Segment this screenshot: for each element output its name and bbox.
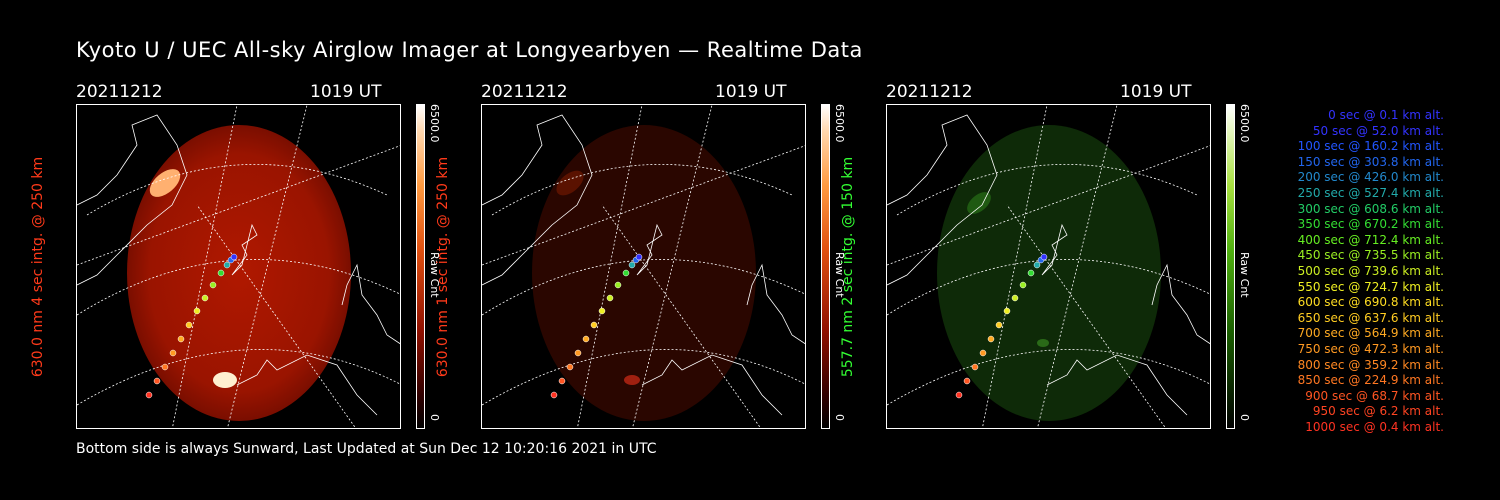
trajectory-dots (145, 253, 238, 399)
allsky-map-1 (77, 105, 400, 428)
aurora-patch (213, 372, 237, 388)
aurora-patch (1037, 339, 1049, 347)
allsky-map-2 (482, 105, 805, 428)
colorbar (1226, 104, 1235, 429)
legend-entry: 300 sec @ 608.6 km alt. (1297, 201, 1444, 216)
allsky-image (76, 104, 401, 429)
panel-date: 20211212 (481, 82, 568, 102)
legend-entry: 650 sec @ 637.6 km alt. (1297, 310, 1444, 325)
trajectory-legend: 0 sec @ 0.1 km alt. 50 sec @ 52.0 km alt.… (1268, 108, 1444, 435)
colorbar-unit: Raw Cnt (833, 252, 846, 298)
trajectory-dots (550, 253, 643, 399)
legend-entry: 900 sec @ 68.7 km alt. (1305, 388, 1444, 403)
panel-ylabel: 557.7 nm 2 sec intg. @ 150 km (840, 156, 856, 378)
allsky-image (481, 104, 806, 429)
aurora-patch (624, 375, 640, 385)
airglow-panel-630-1s: 20211212 1019 UT (435, 82, 886, 432)
sky-disk (127, 125, 351, 421)
grid-lines (77, 105, 400, 428)
panel-ylabel: 630.0 nm 4 sec intg. @ 250 km (30, 156, 46, 378)
aurora-patch (967, 192, 991, 214)
sky-disk (532, 125, 756, 421)
airglow-panel-5577-2s: 20211212 1019 UT (840, 82, 1291, 432)
panel-time: 1019 UT (310, 82, 382, 102)
sky-disk (937, 125, 1161, 421)
colorbar-max: 6500.0 (1238, 104, 1251, 143)
panel-time: 1019 UT (1120, 82, 1192, 102)
legend-entry: 700 sec @ 564.9 km alt. (1297, 326, 1444, 341)
colorbar-unit: Raw Cnt (428, 252, 441, 298)
grid-lines (482, 105, 805, 428)
legend-entry: 0 sec @ 0.1 km alt. (1328, 108, 1444, 122)
legend-entry: 50 sec @ 52.0 km alt. (1312, 123, 1444, 138)
legend-entry: 800 sec @ 359.2 km alt. (1297, 357, 1444, 372)
legend-entry: 400 sec @ 712.4 km alt. (1297, 232, 1444, 247)
legend-entry: 850 sec @ 224.9 km alt. (1297, 373, 1444, 388)
colorbar-min: 0 (1238, 414, 1251, 421)
legend-entry: 500 sec @ 739.6 km alt. (1297, 263, 1444, 278)
allsky-image (886, 104, 1211, 429)
allsky-map-3 (887, 105, 1210, 428)
legend-entry: 1000 sec @ 0.4 km alt. (1305, 419, 1444, 434)
legend-entry: 950 sec @ 6.2 km alt. (1312, 404, 1444, 419)
colorbar (821, 104, 830, 429)
coastline (482, 114, 805, 416)
legend-entry: 550 sec @ 724.7 km alt. (1297, 279, 1444, 294)
colorbar-max: 6500.0 (833, 104, 846, 143)
panel-date: 20211212 (886, 82, 973, 102)
trajectory-dots (955, 253, 1048, 399)
legend-entry: 200 sec @ 426.0 km alt. (1297, 170, 1444, 185)
legend-entry: 150 sec @ 303.8 km alt. (1297, 154, 1444, 169)
legend-entry: 100 sec @ 160.2 km alt. (1297, 139, 1444, 154)
grid-lines (887, 105, 1210, 428)
legend-entry: 450 sec @ 735.5 km alt. (1297, 248, 1444, 263)
legend-entry: 250 sec @ 527.4 km alt. (1297, 185, 1444, 200)
colorbar-min: 0 (833, 414, 846, 421)
colorbar (416, 104, 425, 429)
panel-ylabel: 630.0 nm 1 sec intg. @ 250 km (435, 156, 451, 378)
footer-status: Bottom side is always Sunward, Last Upda… (76, 441, 657, 457)
aurora-patch (149, 169, 181, 197)
airglow-panel-630-4s: 20211212 1019 UT (30, 82, 481, 432)
colorbar-min: 0 (428, 414, 441, 421)
panel-time: 1019 UT (715, 82, 787, 102)
coastline (887, 114, 1210, 416)
colorbar-max: 6500.0 (428, 104, 441, 143)
legend-entry: 750 sec @ 472.3 km alt. (1297, 341, 1444, 356)
page-title: Kyoto U / UEC All-sky Airglow Imager at … (76, 38, 863, 62)
legend-entry: 350 sec @ 670.2 km alt. (1297, 217, 1444, 232)
legend-entry: 600 sec @ 690.8 km alt. (1297, 295, 1444, 310)
coastline (77, 114, 400, 416)
panel-date: 20211212 (76, 82, 163, 102)
colorbar-unit: Raw Cnt (1238, 252, 1251, 298)
